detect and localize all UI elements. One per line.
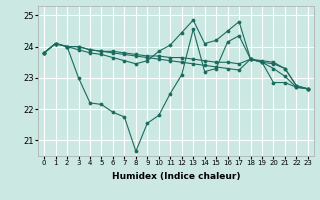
X-axis label: Humidex (Indice chaleur): Humidex (Indice chaleur): [112, 172, 240, 181]
